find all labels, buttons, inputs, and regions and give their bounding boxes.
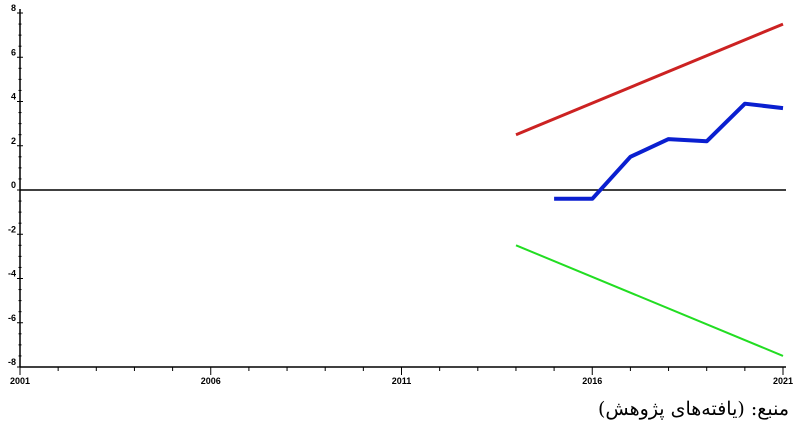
x-tick-label: 2016	[582, 376, 602, 386]
y-tick-label: 6	[11, 47, 16, 57]
y-tick-label: -8	[8, 357, 16, 367]
source-note: منبع: (یافته‌های پژوهش)	[597, 398, 789, 420]
x-tick-label: 2011	[392, 376, 412, 386]
x-tick-label: 2021	[773, 376, 793, 386]
y-tick-label: 0	[11, 180, 16, 190]
x-tick-label: 2001	[10, 376, 30, 386]
axes: 8 6 4 2 0 -2 -4 -6 -8 2001 2006 2011 2016 2021	[8, 3, 793, 386]
series-layer	[20, 22, 786, 357]
y-tick-label: -4	[8, 269, 16, 279]
series-line-2	[515, 244, 784, 357]
y-tick-label: 2	[11, 136, 16, 146]
series-line-3	[554, 101, 784, 201]
y-tick-label: -2	[8, 224, 16, 234]
chart: 8 6 4 2 0 -2 -4 -6 -8 2001 2006 2011 2016 2021	[8, 3, 793, 386]
x-tick-label: 2006	[201, 376, 221, 386]
y-tick-label: 8	[11, 3, 16, 13]
y-tick-label: 4	[11, 92, 16, 102]
series-line-1	[515, 22, 784, 137]
y-tick-label: -6	[8, 313, 16, 323]
